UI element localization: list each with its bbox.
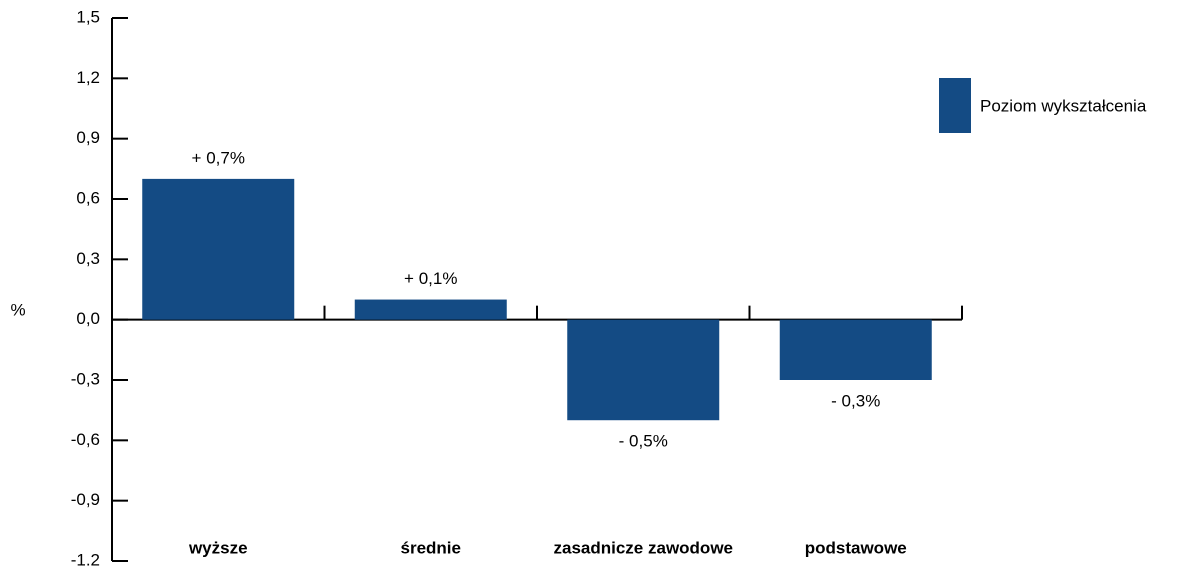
data-label: - 0,3% <box>831 391 880 410</box>
x-tick-label: średnie <box>401 538 461 557</box>
data-label: + 0,7% <box>192 148 245 167</box>
y-tick-label: 0,0 <box>76 309 100 328</box>
y-tick-label: -0,3 <box>71 369 100 388</box>
y-tick-label: 0,9 <box>76 128 100 147</box>
data-label: + 0,1% <box>404 269 457 288</box>
x-tick-label: wyższe <box>188 538 248 557</box>
bar <box>567 319 720 421</box>
y-tick-label: -1.2 <box>71 550 100 569</box>
data-label: - 0,5% <box>619 432 668 451</box>
y-tick-label: 1,5 <box>76 7 100 26</box>
y-tick-label: 0,3 <box>76 249 100 268</box>
bar <box>779 319 932 380</box>
y-tick-label: 1,2 <box>76 68 100 87</box>
x-tick-label: zasadnicze zawodowe <box>554 538 734 557</box>
bar <box>142 178 295 320</box>
legend-swatch <box>939 78 971 133</box>
y-tick-label: -0,9 <box>71 490 100 509</box>
y-tick-label: -0,6 <box>71 430 100 449</box>
y-axis-label: % <box>10 300 25 319</box>
bar <box>354 299 507 320</box>
x-tick-label: podstawowe <box>805 538 907 557</box>
legend-label: Poziom wykształcenia <box>980 96 1147 115</box>
y-tick-label: 0,6 <box>76 188 100 207</box>
